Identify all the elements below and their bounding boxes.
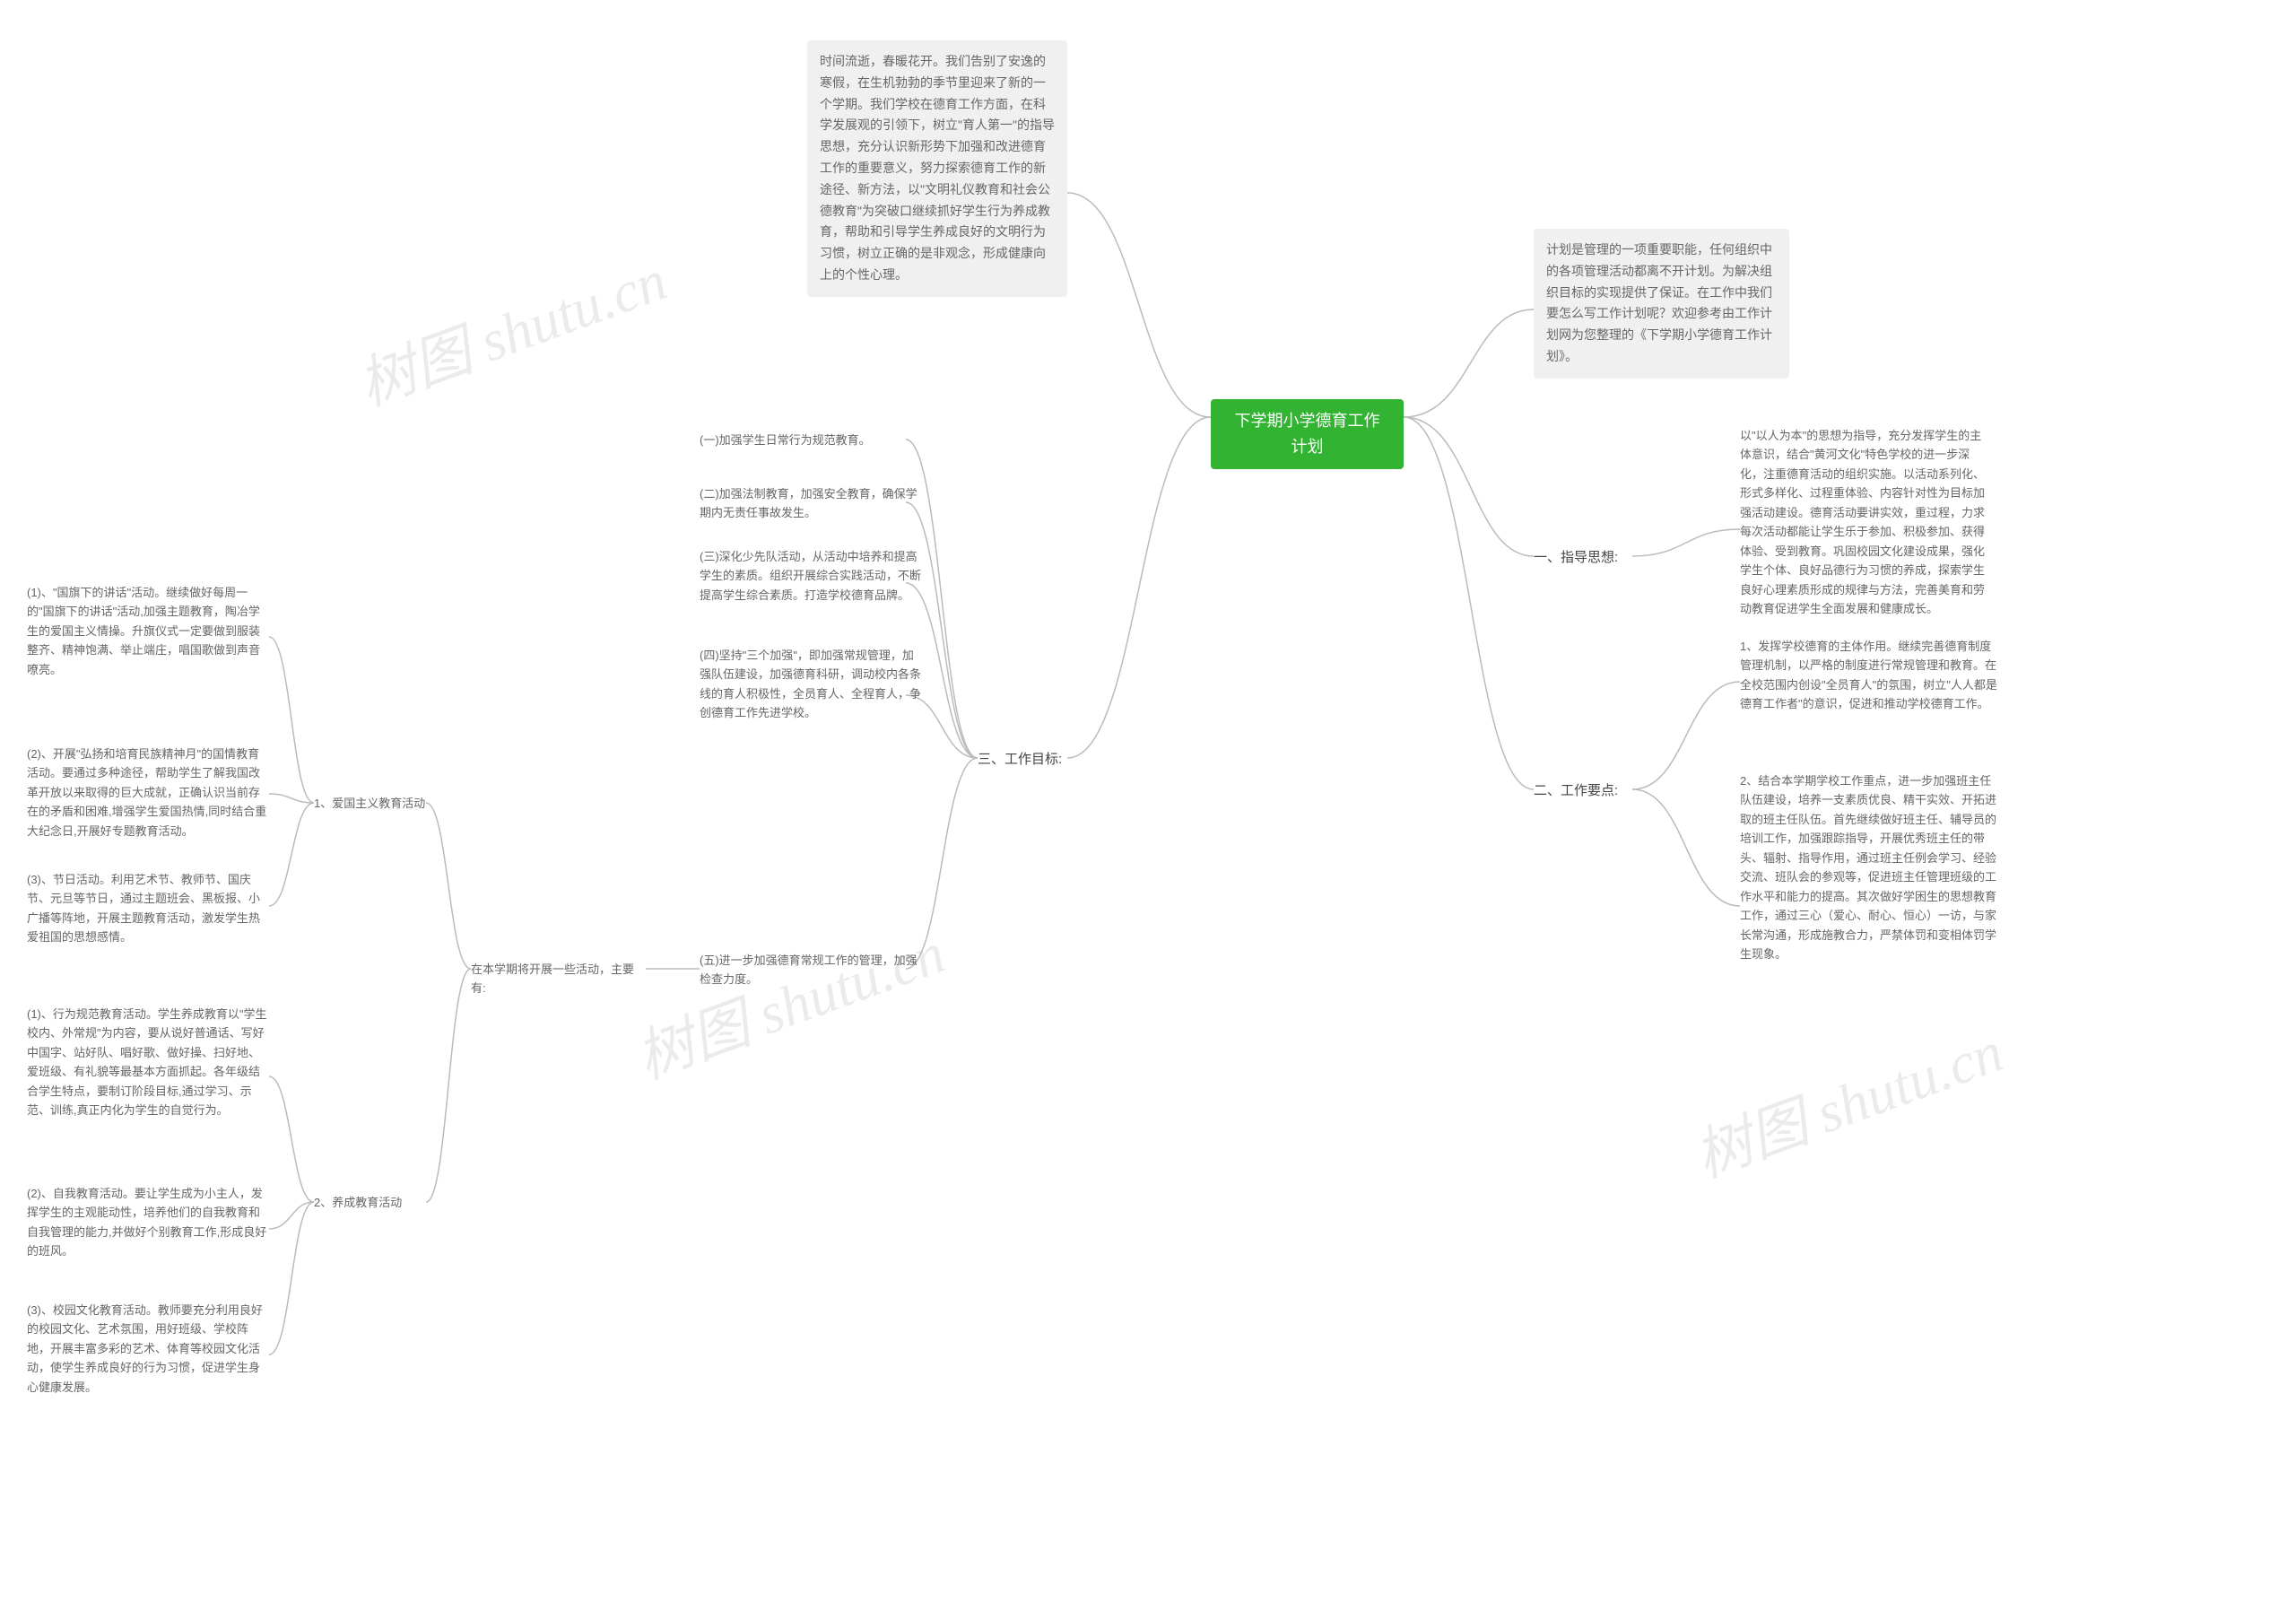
section2-item-2: 2、结合本学期学校工作重点，进一步加强班主任队伍建设，培养一支素质优良、精干实效… bbox=[1740, 771, 2000, 963]
activity-2-item-1: (1)、行为规范教育活动。学生养成教育以"学生校内、外常规"为内容，要从说好普通… bbox=[27, 1005, 269, 1120]
top-intro-box: 计划是管理的一项重要职能，任何组织中的各项管理活动都离不开计划。为解决组织目标的… bbox=[1534, 229, 1789, 379]
root-node[interactable]: 下学期小学德育工作计划 bbox=[1211, 399, 1404, 469]
section3-item-1: (一)加强学生日常行为规范教育。 bbox=[700, 431, 906, 449]
section1-title[interactable]: 一、指导思想: bbox=[1534, 547, 1632, 569]
activity-1-item-3: (3)、节日活动。利用艺术节、教师节、国庆节、元旦等节日，通过主题班会、黑板报、… bbox=[27, 870, 269, 947]
section3-item-4: (四)坚持"三个加强"，即加强常规管理，加强队伍建设，加强德育科研，调动校内各条… bbox=[700, 646, 924, 723]
section3-item-3: (三)深化少先队活动，从活动中培养和提高学生的素质。组织开展综合实践活动，不断提… bbox=[700, 547, 924, 605]
activity-2-title[interactable]: 2、养成教育活动 bbox=[314, 1193, 426, 1212]
left-intro-box: 时间流逝，春暖花开。我们告别了安逸的寒假，在生机勃勃的季节里迎来了新的一个学期。… bbox=[807, 40, 1067, 297]
activity-1-item-2: (2)、开展"弘扬和培育民族精神月"的国情教育活动。要通过多种途径，帮助学生了解… bbox=[27, 745, 269, 840]
section2-title[interactable]: 二、工作要点: bbox=[1534, 780, 1632, 802]
section2-item-1: 1、发挥学校德育的主体作用。继续完善德育制度管理机制，以严格的制度进行常规管理和… bbox=[1740, 637, 2000, 714]
watermark: 树图 shutu.cn bbox=[345, 234, 676, 422]
watermark: 树图 shutu.cn bbox=[623, 907, 954, 1094]
section3-title[interactable]: 三、工作目标: bbox=[978, 749, 1067, 771]
section1-body: 以"以人为本"的思想为指导，充分发挥学生的主体意识，结合"黄河文化"特色学校的进… bbox=[1740, 426, 1991, 618]
activity-2-item-3: (3)、校园文化教育活动。教师要充分利用良好的校园文化、艺术氛围，用好班级、学校… bbox=[27, 1301, 269, 1397]
activity-1-item-1: (1)、"国旗下的讲话"活动。继续做好每周一的"国旗下的讲话"活动,加强主题教育… bbox=[27, 583, 269, 679]
section3-sublabel: 在本学期将开展一些活动，主要有: bbox=[471, 960, 646, 998]
section3-item-2: (二)加强法制教育，加强安全教育，确保学期内无责任事故发生。 bbox=[700, 484, 924, 523]
activity-2-item-2: (2)、自我教育活动。要让学生成为小主人，发挥学生的主观能动性，培养他们的自我教… bbox=[27, 1184, 269, 1261]
watermark: 树图 shutu.cn bbox=[1682, 1006, 2013, 1193]
activity-1-title[interactable]: 1、爱国主义教育活动 bbox=[314, 794, 426, 813]
section3-item-5: (五)进一步加强德育常规工作的管理，加强检查力度。 bbox=[700, 951, 924, 989]
